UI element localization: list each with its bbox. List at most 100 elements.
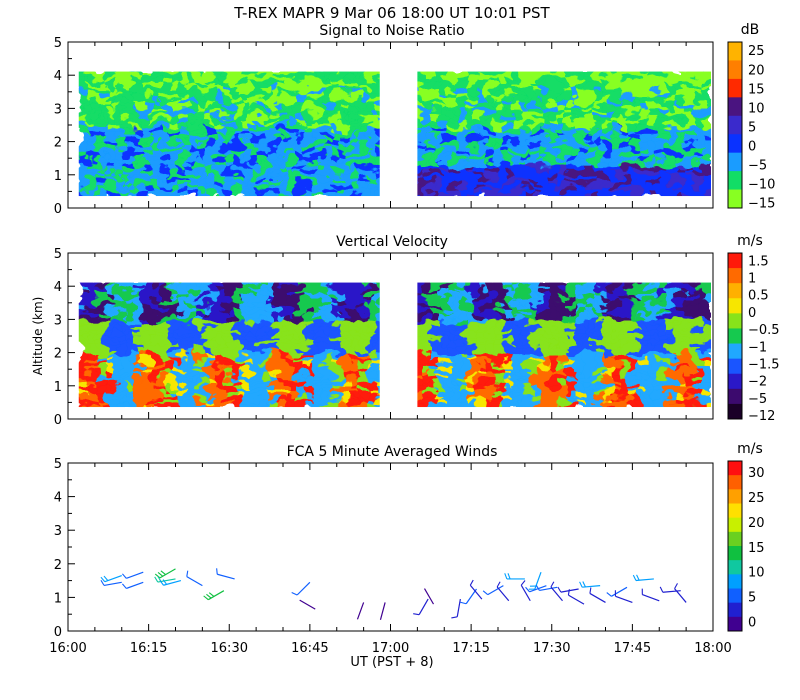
wind-barb bbox=[204, 591, 224, 600]
x-axis-tick-labels: 16:00 16:15 16:30 16:45 17:00 17:15 17:30 17:45… bbox=[49, 641, 731, 656]
winds-axes: 012345 bbox=[54, 457, 713, 640]
wind-barb-flag bbox=[508, 573, 510, 579]
y-tick-label: 2 bbox=[54, 347, 62, 362]
vv-title: Vertical Velocity bbox=[336, 234, 448, 250]
wind-barb-shaft bbox=[568, 595, 584, 604]
wind-barb-flag bbox=[470, 580, 473, 585]
colorbar-label: 5 bbox=[748, 120, 756, 135]
y-tick-label: 3 bbox=[54, 313, 62, 328]
x-tick-label: 18:00 bbox=[694, 641, 731, 656]
wind-barb bbox=[122, 572, 143, 578]
wind-barb-shaft bbox=[187, 577, 203, 586]
colorbar-unit: dB bbox=[741, 22, 760, 38]
snr-colorbar: dB2520151050−5−10−15 bbox=[728, 22, 775, 212]
colorbar-swatch bbox=[728, 617, 742, 632]
wind-barbs bbox=[101, 568, 686, 620]
wind-barb-flag bbox=[204, 596, 209, 600]
colorbar-label: −1 bbox=[748, 340, 767, 355]
colorbar-swatch bbox=[728, 190, 742, 209]
y-tick-label: 0 bbox=[54, 202, 62, 217]
snr-panel: Signal to Noise Ratio 012345 dB252015105… bbox=[54, 22, 776, 217]
wind-barb-shaft bbox=[611, 587, 627, 596]
wind-barb-flag bbox=[521, 581, 525, 586]
wind-barb-shaft bbox=[497, 587, 509, 601]
wind-barb bbox=[357, 602, 363, 619]
colorbar-label: 0 bbox=[748, 139, 756, 154]
wind-barb-flag bbox=[580, 582, 583, 587]
wind-barb bbox=[675, 583, 687, 602]
colorbar-label: −0.5 bbox=[748, 323, 780, 338]
wind-barb-flag bbox=[497, 582, 500, 587]
colorbar-swatch bbox=[728, 560, 742, 575]
colorbar-swatch bbox=[728, 475, 742, 490]
colorbar-swatch bbox=[728, 171, 742, 190]
y-tick-label: 1 bbox=[54, 591, 62, 606]
wind-barb bbox=[497, 582, 509, 601]
colorbar-label: 25 bbox=[748, 44, 765, 59]
colorbar-swatch bbox=[728, 574, 742, 589]
wind-barb-flag bbox=[483, 591, 488, 595]
wind-barb-flag bbox=[122, 584, 126, 589]
colorbar-label: 0 bbox=[748, 615, 756, 630]
colorbar-label: −1.5 bbox=[748, 358, 780, 373]
wind-barb-flag bbox=[583, 582, 586, 587]
wind-barb-shaft bbox=[104, 582, 122, 585]
colorbar-label: 1.5 bbox=[748, 254, 769, 269]
wind-barb-flag bbox=[209, 593, 214, 597]
wind-barb bbox=[580, 582, 601, 588]
wind-barb bbox=[529, 572, 541, 589]
wind-barb-flag bbox=[187, 571, 188, 577]
colorbar-swatch bbox=[728, 518, 742, 533]
wind-barb-shaft bbox=[590, 593, 606, 602]
x-tick-label: 16:45 bbox=[291, 641, 328, 656]
colorbar-label: 0 bbox=[748, 306, 756, 321]
wind-barb-flag bbox=[590, 588, 591, 594]
wind-barb-shaft bbox=[457, 599, 460, 617]
colorbar-label: 20 bbox=[748, 63, 765, 78]
colorbar-label: 10 bbox=[748, 101, 765, 116]
colorbar-swatch bbox=[728, 134, 742, 153]
wind-barb-shaft bbox=[642, 595, 659, 601]
wind-barb-flag bbox=[568, 589, 569, 595]
y-tick-label: 4 bbox=[54, 491, 62, 506]
wind-barb bbox=[292, 582, 310, 595]
colorbar-swatch bbox=[728, 116, 742, 135]
mapr-figure: T-REX MAPR 9 Mar 06 18:00 UT 10:01 PST S… bbox=[0, 0, 800, 700]
winds-colorbar: m/s302520151050 bbox=[728, 441, 765, 631]
colorbar-unit: m/s bbox=[737, 233, 763, 249]
wind-barb-flag bbox=[122, 574, 126, 579]
x-tick-label: 17:00 bbox=[372, 641, 409, 656]
colorbar-swatch bbox=[728, 328, 742, 343]
colorbar-label: 25 bbox=[748, 491, 765, 506]
colorbar-swatch bbox=[728, 344, 742, 359]
colorbar-swatch bbox=[728, 60, 742, 79]
colorbar-swatch bbox=[728, 389, 742, 404]
colorbar-label: −15 bbox=[748, 197, 775, 212]
colorbar-swatch bbox=[728, 489, 742, 504]
y-tick-label: 0 bbox=[54, 625, 62, 640]
colorbar-swatch bbox=[728, 589, 742, 604]
colorbar-label: 0.5 bbox=[748, 289, 769, 304]
y-tick-label: 4 bbox=[54, 69, 62, 84]
wind-barb-flag bbox=[451, 617, 457, 618]
y-tick-label: 5 bbox=[54, 457, 62, 472]
wind-barb bbox=[217, 568, 235, 579]
colorbar-swatch bbox=[728, 42, 742, 61]
y-tick-label: 2 bbox=[54, 558, 62, 573]
wind-barb bbox=[607, 587, 627, 596]
wind-barb bbox=[451, 599, 460, 618]
colorbar-label: 10 bbox=[748, 566, 765, 581]
x-tick-label: 17:45 bbox=[614, 641, 651, 656]
wind-barb bbox=[642, 589, 659, 601]
figure-title: T-REX MAPR 9 Mar 06 18:00 UT 10:01 PST bbox=[233, 4, 550, 22]
y-tick-label: 5 bbox=[54, 36, 62, 51]
wind-barb bbox=[122, 582, 143, 588]
colorbar-unit: m/s bbox=[737, 441, 763, 457]
y-tick-label: 0 bbox=[54, 413, 62, 428]
colorbar-swatch bbox=[728, 504, 742, 519]
colorbar-swatch bbox=[728, 97, 742, 116]
wind-barb bbox=[460, 589, 476, 604]
wind-barb-flag bbox=[217, 568, 218, 574]
colorbar-label: −5 bbox=[748, 158, 767, 173]
colorbar-label: 1 bbox=[748, 272, 756, 287]
